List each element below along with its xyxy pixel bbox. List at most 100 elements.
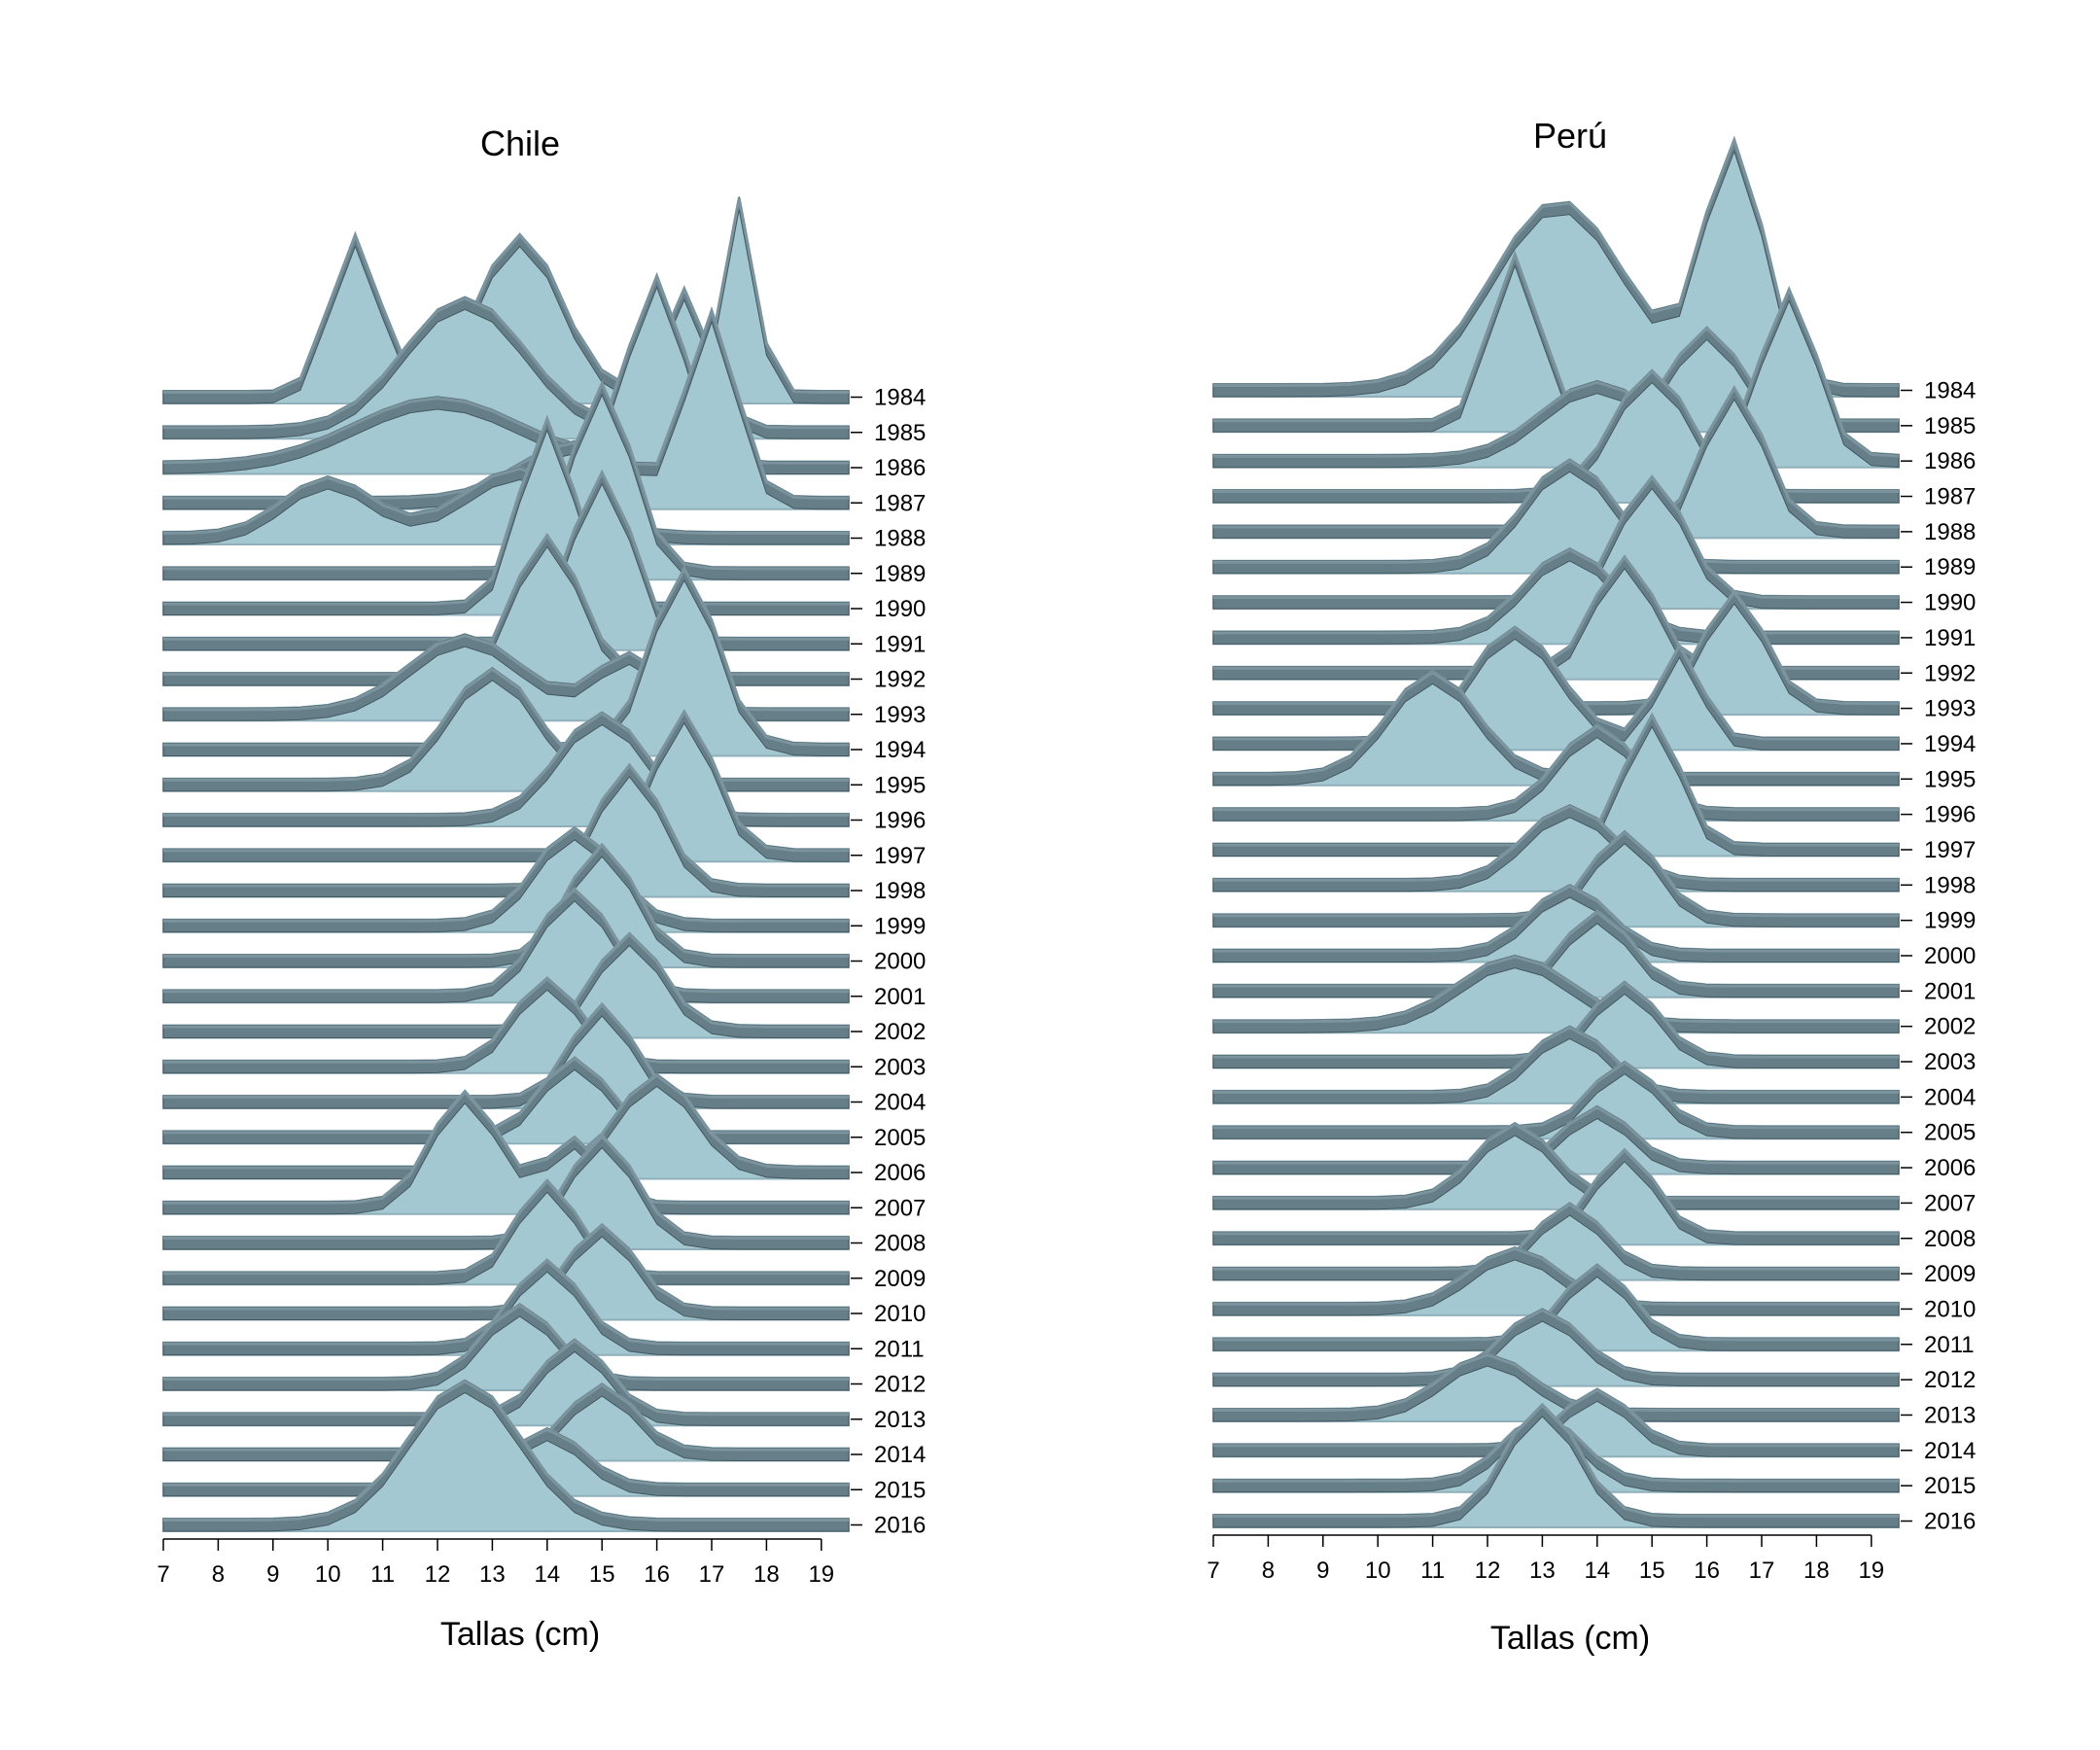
x-tick-label: 18 xyxy=(1803,1558,1830,1584)
ridge-top-edge xyxy=(1213,547,1899,635)
year-label: 2009 xyxy=(874,1266,926,1292)
ridge-top-edge xyxy=(162,467,849,535)
ridge-2005 xyxy=(162,1056,850,1145)
ridge-2012 xyxy=(162,1302,850,1391)
ridge-1998 xyxy=(162,762,850,898)
year-label: 1986 xyxy=(874,455,926,481)
chile-year-axis: 1984 1985 1986 1987 1988 1989 1990 1991 1992 1993… xyxy=(851,385,926,1539)
ridge-top-edge xyxy=(1213,724,1899,812)
year-label: 1992 xyxy=(1924,660,1976,686)
year-label: 1995 xyxy=(1924,766,1976,792)
ridge-top-edge xyxy=(163,1258,849,1346)
ridge-2001 xyxy=(1212,909,1900,998)
ridge-2002 xyxy=(1212,954,1900,1034)
ridge-2009 xyxy=(1212,1201,1900,1281)
chile-x-axis-title: Tallas (cm) xyxy=(440,1616,600,1653)
year-label: 1999 xyxy=(1924,908,1976,934)
year-label: 2003 xyxy=(874,1054,926,1080)
ridge-top-edge xyxy=(163,1056,850,1135)
year-label: 2006 xyxy=(1924,1155,1976,1181)
ridge-1997 xyxy=(162,708,850,863)
year-label: 1997 xyxy=(1924,837,1976,863)
ridge-top-edge xyxy=(163,414,849,606)
x-tick-label: 13 xyxy=(479,1561,506,1588)
ridge-1989 xyxy=(1212,458,1900,575)
year-label: 2003 xyxy=(1924,1049,1976,1075)
year-label: 2009 xyxy=(1924,1261,1976,1287)
ridge-top-edge xyxy=(163,888,849,994)
year-label: 2014 xyxy=(874,1442,926,1468)
ridge-top-edge xyxy=(1213,1263,1899,1342)
x-tick-label: 9 xyxy=(266,1561,279,1588)
peru-title: Perú xyxy=(1533,116,1607,156)
year-label: 1996 xyxy=(874,808,926,834)
year-label: 1989 xyxy=(1924,554,1976,580)
year-label: 2004 xyxy=(874,1090,926,1116)
chile-panel: Chile 7 8 9 10 11 12 13 14 15 16 17 18 19 1984198519… xyxy=(157,123,926,1653)
ridge-2016 xyxy=(1212,1402,1900,1528)
ridge-2011 xyxy=(162,1257,850,1356)
ridge-top-edge xyxy=(1213,1352,1899,1412)
year-label: 2000 xyxy=(874,949,926,975)
year-label: 1987 xyxy=(1924,484,1976,510)
x-tick-label: 12 xyxy=(425,1561,451,1588)
ridge-2012 xyxy=(1212,1307,1900,1387)
ridge-top-edge xyxy=(163,1178,849,1276)
ridge-top-edge xyxy=(163,826,849,923)
year-label: 2015 xyxy=(874,1477,926,1503)
peru-year-axis: 1984 1985 1986 1987 1988 1989 1990 1991 1992 1993… xyxy=(1901,378,1976,1535)
year-label: 1993 xyxy=(1924,696,1976,722)
ridge-2013 xyxy=(1212,1351,1900,1422)
year-label: 1996 xyxy=(1924,802,1976,828)
ridge-2007 xyxy=(1212,1121,1900,1210)
year-label: 1998 xyxy=(874,878,926,904)
year-label: 2005 xyxy=(1924,1120,1976,1146)
ridge-2000 xyxy=(162,842,850,968)
ridge-top-edge xyxy=(1213,1061,1899,1130)
ridge-top-edge xyxy=(1213,804,1899,882)
x-tick-label: 19 xyxy=(1858,1558,1884,1584)
year-label: 1992 xyxy=(874,667,926,693)
chile-ridges xyxy=(162,196,850,1532)
x-tick-label: 8 xyxy=(212,1561,225,1588)
year-label: 2002 xyxy=(1924,1014,1976,1040)
year-label: 1985 xyxy=(1924,413,1976,439)
peru-panel: Perú 7 8 9 10 11 12 13 14 15 16 17 18 19 19841985198… xyxy=(1207,116,1976,1657)
x-tick-label: 15 xyxy=(589,1561,615,1588)
year-label: 2010 xyxy=(1924,1296,1976,1322)
year-label: 1990 xyxy=(874,596,926,622)
chile-title: Chile xyxy=(480,123,560,163)
ridge-top-edge xyxy=(1213,458,1899,564)
x-tick-label: 16 xyxy=(644,1561,670,1588)
ridge-1996 xyxy=(1212,723,1900,822)
ridge-top-edge xyxy=(163,709,849,853)
x-tick-label: 7 xyxy=(1207,1558,1219,1584)
year-label: 2012 xyxy=(1924,1367,1976,1393)
x-tick-label: 16 xyxy=(1694,1558,1720,1584)
year-label: 1988 xyxy=(1924,519,1976,545)
year-label: 2000 xyxy=(1924,943,1976,969)
ridge-top-edge xyxy=(1213,910,1899,988)
ridge-2016 xyxy=(162,1379,850,1532)
year-label: 2011 xyxy=(1924,1332,1975,1358)
year-label: 1990 xyxy=(1924,590,1976,616)
ridge-top-edge xyxy=(163,667,849,782)
ridge-2011 xyxy=(1212,1263,1900,1352)
year-label: 1989 xyxy=(874,561,926,587)
ridge-top-edge xyxy=(163,1380,849,1522)
year-label: 1986 xyxy=(1924,448,1976,474)
year-label: 2015 xyxy=(1924,1473,1976,1499)
ridge-top-edge xyxy=(1213,1246,1899,1306)
year-label: 1995 xyxy=(874,772,926,798)
ridge-1995 xyxy=(162,666,850,792)
x-tick-label: 10 xyxy=(315,1561,341,1588)
year-label: 2016 xyxy=(1924,1509,1976,1535)
chile-x-axis: 7 8 9 10 11 12 13 14 15 16 17 18 19 xyxy=(157,1538,834,1588)
ridge-2003 xyxy=(162,975,850,1074)
ridge-2009 xyxy=(162,1177,850,1286)
ridge-top-edge xyxy=(163,1303,849,1381)
year-label: 1984 xyxy=(874,385,926,411)
ridge-top-edge xyxy=(163,197,849,394)
ridge-top-edge xyxy=(1213,884,1899,953)
peru-x-axis: 7 8 9 10 11 12 13 14 15 16 17 18 19 xyxy=(1207,1534,1884,1584)
